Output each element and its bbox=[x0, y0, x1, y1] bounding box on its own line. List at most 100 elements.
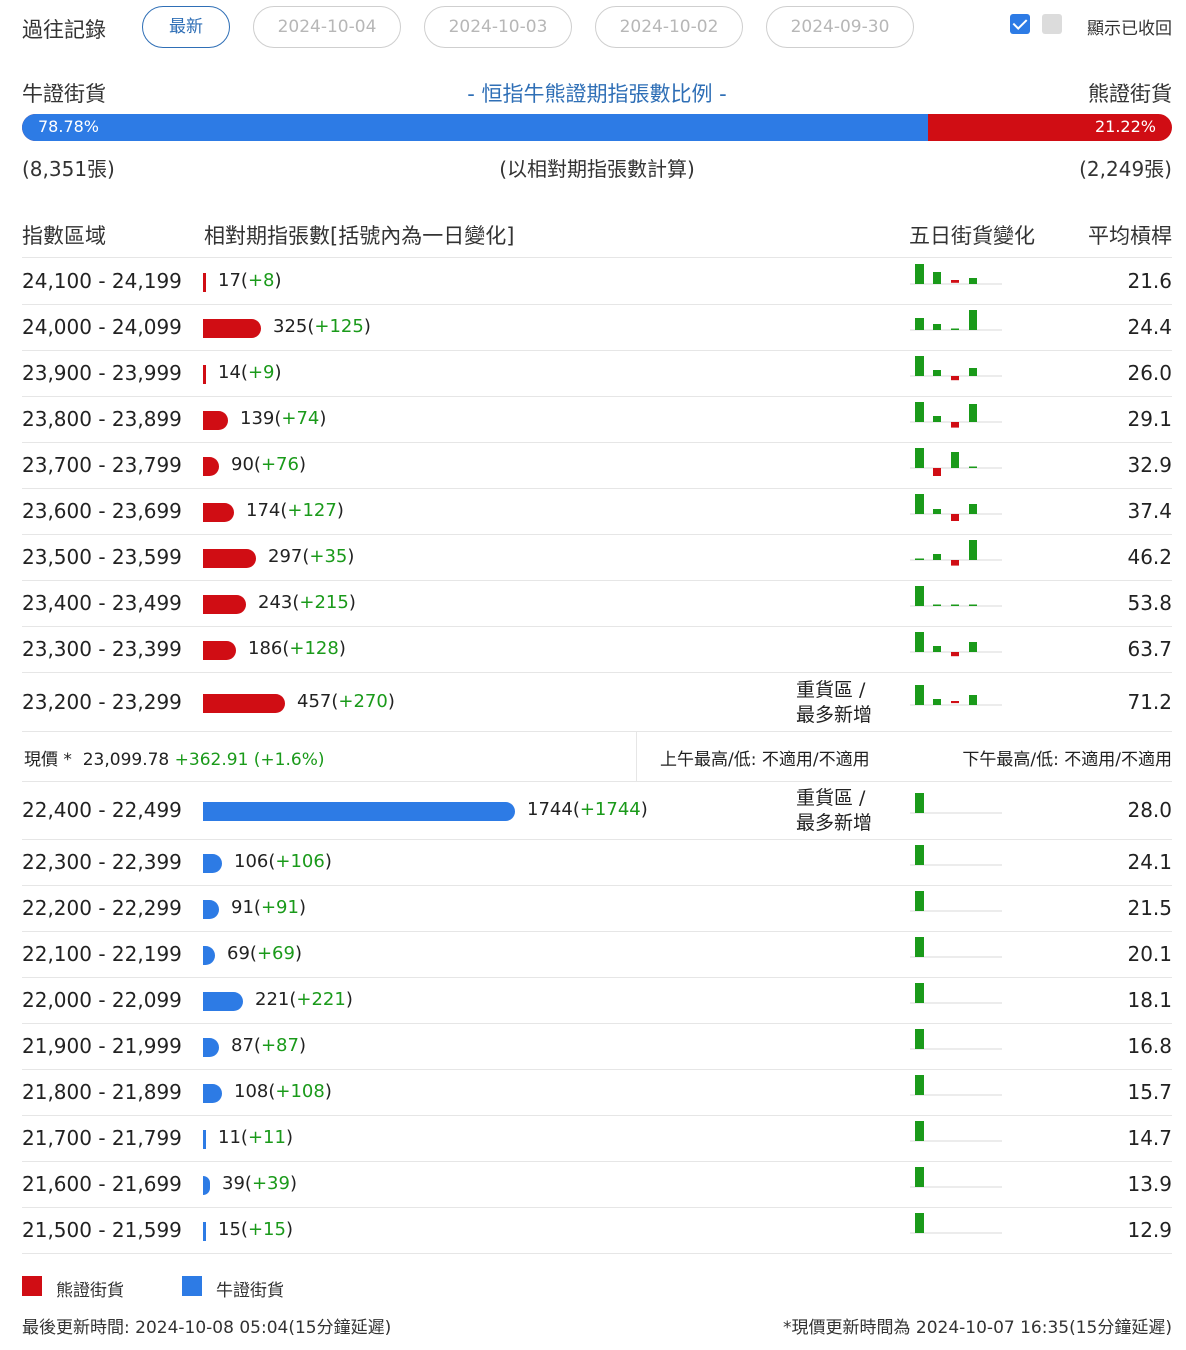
current-price-label: 現價 * bbox=[24, 750, 72, 770]
table-row: 21,500 - 21,599 15(+15) 12.9 bbox=[22, 1208, 1172, 1254]
five-day-sparkline bbox=[910, 684, 1002, 705]
sparkline-bar bbox=[915, 632, 924, 652]
paren: ) bbox=[274, 270, 282, 291]
row-count-value: 186 bbox=[248, 638, 283, 659]
row-count: 297(+35) bbox=[268, 546, 354, 567]
table-row: 22,000 - 22,099 221(+221) 18.1 bbox=[22, 978, 1172, 1024]
table-row: 23,500 - 23,599 297(+35) 46.2 bbox=[22, 535, 1172, 581]
paren: ( bbox=[268, 851, 276, 872]
table-row: 22,300 - 22,399 106(+106) 24.1 bbox=[22, 840, 1172, 886]
row-range: 23,400 - 23,499 bbox=[22, 591, 182, 615]
row-count-value: 1744 bbox=[527, 799, 573, 820]
paren: ) bbox=[285, 1219, 293, 1240]
bull-count-bar bbox=[203, 900, 219, 919]
row-count-value: 108 bbox=[234, 1081, 269, 1102]
sparkline-bar bbox=[915, 356, 924, 376]
ratio-bear-pct: 21.22% bbox=[1094, 117, 1156, 136]
tab-2024-09-30[interactable]: 2024-09-30 bbox=[766, 6, 914, 48]
row-avg-leverage: 29.1 bbox=[1127, 407, 1172, 431]
header-five-day: 五日街貨變化 bbox=[909, 224, 1035, 248]
paren: ( bbox=[249, 943, 257, 964]
table-row: 24,100 - 24,199 17(+8) 21.6 bbox=[22, 259, 1172, 305]
sparkline-bar bbox=[915, 793, 924, 813]
row-range: 22,100 - 22,199 bbox=[22, 942, 182, 966]
row-avg-leverage: 21.5 bbox=[1127, 896, 1172, 920]
show-recovered-checkbox[interactable] bbox=[1010, 14, 1030, 34]
table-row: 23,300 - 23,399 186(+128) 63.7 bbox=[22, 627, 1172, 673]
sparkline-bar bbox=[951, 604, 959, 606]
row-count-value: 91 bbox=[231, 897, 254, 918]
five-day-sparkline bbox=[910, 845, 1002, 866]
table-row: 23,400 - 23,499 243(+215) 53.8 bbox=[22, 581, 1172, 627]
bear-legend-swatch bbox=[22, 1276, 42, 1296]
five-day-sparkline bbox=[910, 793, 1002, 814]
five-day-sparkline bbox=[910, 937, 1002, 958]
five-day-sparkline bbox=[910, 310, 1002, 331]
five-day-sparkline bbox=[910, 402, 1002, 428]
row-avg-leverage: 53.8 bbox=[1127, 591, 1172, 615]
sparkline-bar bbox=[969, 310, 977, 330]
row-avg-leverage: 46.2 bbox=[1127, 545, 1172, 569]
row-count-value: 243 bbox=[258, 592, 293, 613]
table-row: 21,800 - 21,899 108(+108) 15.7 bbox=[22, 1070, 1172, 1116]
sparkline-bar bbox=[915, 845, 924, 865]
row-range: 22,400 - 22,499 bbox=[22, 798, 182, 822]
tab-2024-10-03[interactable]: 2024-10-03 bbox=[424, 6, 572, 48]
five-day-sparkline bbox=[910, 983, 1002, 1004]
row-count-value: 17 bbox=[218, 270, 241, 291]
five-day-sparkline bbox=[910, 356, 1002, 381]
row-change: +108 bbox=[275, 1081, 325, 1102]
sparkline-bar bbox=[915, 448, 924, 468]
tab-latest[interactable]: 最新 bbox=[142, 6, 230, 48]
row-count: 108(+108) bbox=[234, 1081, 332, 1102]
sparkline-bar bbox=[915, 264, 924, 284]
five-day-sparkline bbox=[910, 1167, 1002, 1188]
row-count: 174(+127) bbox=[246, 500, 344, 521]
row-count-value: 297 bbox=[268, 546, 303, 567]
row-count: 139(+74) bbox=[240, 408, 326, 429]
row-count: 186(+128) bbox=[248, 638, 346, 659]
row-range: 21,600 - 21,699 bbox=[22, 1172, 182, 1196]
row-change: +128 bbox=[289, 638, 339, 659]
row-change: +125 bbox=[314, 316, 364, 337]
table-row: 22,400 - 22,499 1744(+1744) 重貨區 / 最多新增 28.0 bbox=[22, 782, 1172, 840]
divider bbox=[636, 731, 637, 781]
five-day-sparkline bbox=[910, 540, 1002, 566]
five-day-sparkline bbox=[910, 1121, 1002, 1142]
row-count: 243(+215) bbox=[258, 592, 356, 613]
ratio-bull-fill bbox=[22, 114, 928, 141]
paren: ) bbox=[338, 638, 346, 659]
row-change: +127 bbox=[287, 500, 337, 521]
row-avg-leverage: 14.7 bbox=[1127, 1126, 1172, 1150]
table-row: 24,000 - 24,099 325(+125) 24.4 bbox=[22, 305, 1172, 351]
current-price-value: 23,099.78 bbox=[82, 750, 170, 770]
sparkline-bar bbox=[915, 684, 924, 705]
paren: ) bbox=[274, 362, 282, 383]
paren: ( bbox=[244, 1173, 252, 1194]
tab-2024-10-04[interactable]: 2024-10-04 bbox=[253, 6, 401, 48]
ratio-footer: (8,351張) (以相對期指張數計算) (2,249張) bbox=[22, 153, 1172, 183]
row-count-value: 14 bbox=[218, 362, 241, 383]
row-change: +9 bbox=[247, 362, 275, 383]
row-change: +91 bbox=[260, 897, 299, 918]
ratio-header: 牛證街貨 - 恒指牛熊證期指張數比例 - 熊證街貨 bbox=[22, 78, 1172, 108]
bear-count-bar bbox=[203, 641, 236, 660]
table-row: 22,200 - 22,299 91(+91) 21.5 bbox=[22, 886, 1172, 932]
sparkline-bar bbox=[915, 1213, 924, 1233]
secondary-checkbox[interactable] bbox=[1042, 14, 1062, 34]
history-bar: 過往記錄 最新 2024-10-04 2024-10-03 2024-10-02… bbox=[22, 6, 1172, 48]
bull-count-bar bbox=[203, 802, 515, 821]
row-change: +69 bbox=[256, 943, 295, 964]
row-avg-leverage: 24.4 bbox=[1127, 315, 1172, 339]
tab-2024-10-02[interactable]: 2024-10-02 bbox=[595, 6, 743, 48]
row-count-value: 174 bbox=[246, 500, 281, 521]
bull-count-bar bbox=[203, 1084, 222, 1103]
row-range: 23,300 - 23,399 bbox=[22, 637, 182, 661]
sparkline-bar bbox=[969, 642, 977, 652]
paren: ) bbox=[324, 1081, 332, 1102]
row-change: +15 bbox=[247, 1219, 286, 1240]
row-count-value: 11 bbox=[218, 1127, 241, 1148]
row-count: 39(+39) bbox=[222, 1173, 297, 1194]
row-count-value: 221 bbox=[255, 989, 290, 1010]
row-change: +39 bbox=[251, 1173, 290, 1194]
